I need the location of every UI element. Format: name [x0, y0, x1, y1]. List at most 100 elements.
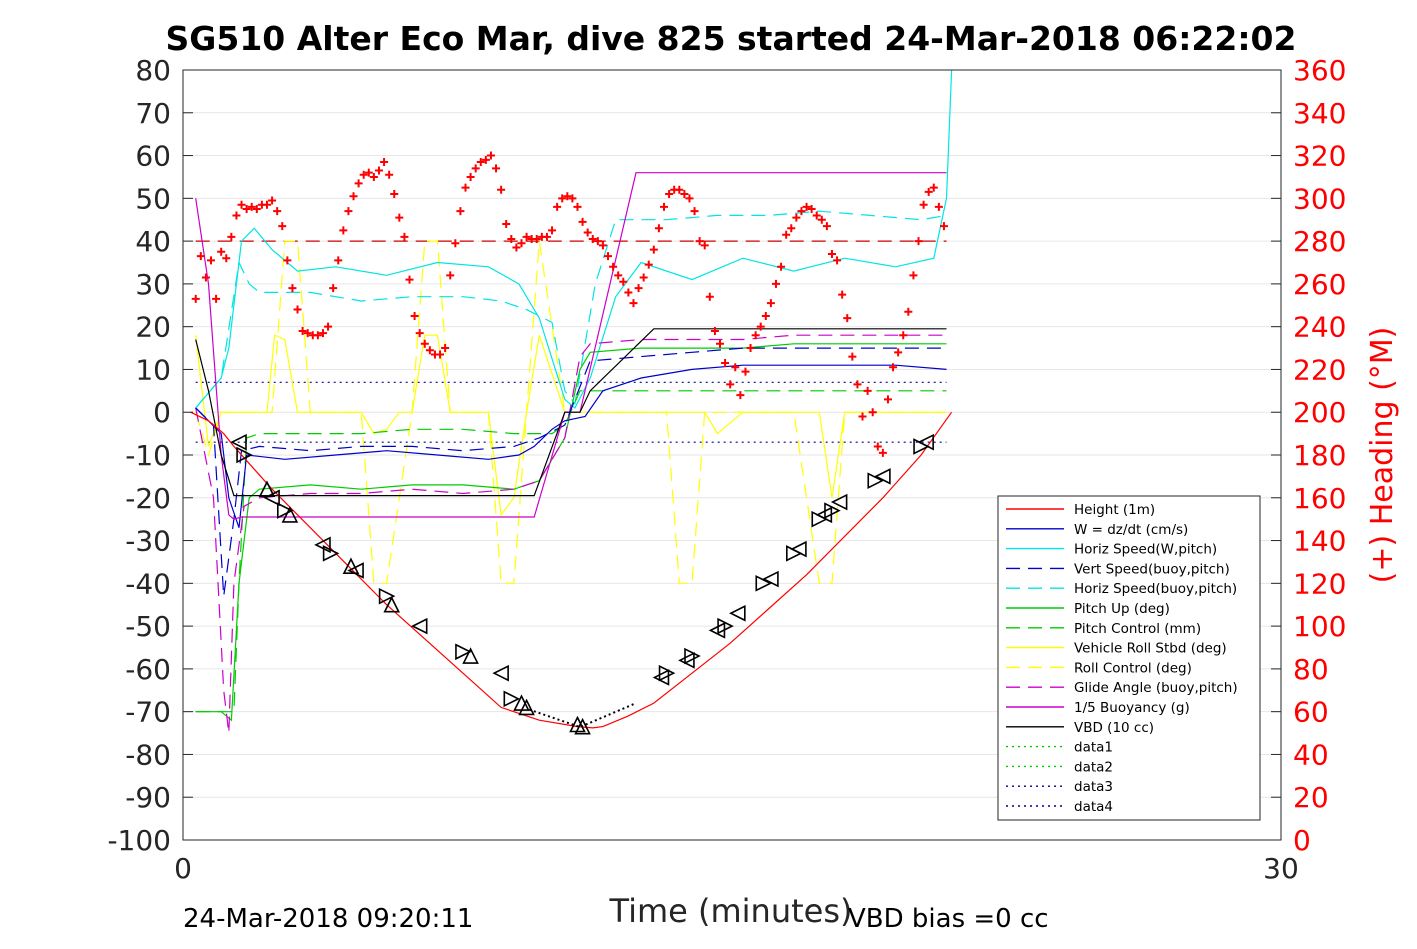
legend-label: Vehicle Roll Stbd (deg) [1074, 641, 1227, 657]
heading-point [919, 200, 928, 209]
heading-point [313, 331, 322, 340]
heading-point [736, 391, 745, 400]
heading-point [629, 299, 638, 308]
heading-point [212, 294, 221, 303]
y-tick-label: 20 [135, 311, 171, 344]
heading-point [716, 339, 725, 348]
heading-point [553, 202, 562, 211]
heading-point [324, 322, 333, 331]
heading-point [593, 237, 602, 246]
y-tick-label: -50 [125, 610, 171, 643]
heading-point [833, 256, 842, 265]
x-axis-label: Time (minutes) [609, 892, 853, 930]
heading-point [522, 232, 531, 241]
y2-tick-label: 320 [1293, 140, 1346, 173]
heading-point [359, 170, 368, 179]
heading-point [232, 211, 241, 220]
heading-point [705, 292, 714, 301]
heading-point [425, 346, 434, 355]
plot-frame [182, 69, 1282, 841]
heading-point [771, 279, 780, 288]
heading-point [369, 172, 378, 181]
y-tick-label: 30 [135, 268, 171, 301]
heading-point [726, 380, 735, 389]
heading-point [349, 192, 358, 201]
heading-point [318, 329, 327, 338]
legend-label: Pitch Control (mm) [1074, 621, 1201, 637]
heading-point [262, 200, 271, 209]
y2-tick-label: 80 [1293, 653, 1329, 686]
legend-label: Horiz Speed(W,pitch) [1074, 542, 1217, 558]
dive-marker [462, 647, 479, 664]
footer-vbd-bias: VBD bias =0 cc [848, 904, 1049, 934]
heading-point [303, 329, 312, 338]
heading-point [939, 222, 948, 231]
heading-point [278, 222, 287, 231]
heading-point [532, 234, 541, 243]
dive-marker [342, 557, 360, 575]
heading-point [654, 224, 663, 233]
heading-point [273, 207, 282, 216]
heading-point [873, 442, 882, 451]
legend-label: data3 [1074, 779, 1113, 795]
climb-marker [824, 502, 841, 519]
heading-point [196, 252, 205, 261]
heading-point [568, 194, 577, 203]
heading-point [894, 348, 903, 357]
heading-point [782, 230, 791, 239]
heading-point [420, 339, 429, 348]
heading-point [446, 271, 455, 280]
heading-point [334, 256, 343, 265]
heading-point [822, 222, 831, 231]
heading-point [883, 395, 892, 404]
heading-point [227, 232, 236, 241]
dive-marker [503, 690, 521, 708]
climb-marker [717, 617, 734, 635]
legend-label: Horiz Speed(buoy,pitch) [1074, 581, 1237, 597]
series-w-speed [195, 364, 947, 528]
x-tick-label: 30 [1263, 852, 1299, 885]
heading-point [934, 202, 943, 211]
heading-point [741, 367, 750, 376]
heading-point [451, 239, 460, 248]
heading-point [639, 273, 648, 282]
legend-label: data4 [1074, 799, 1113, 815]
heading-point [853, 380, 862, 389]
legend-label: data1 [1074, 740, 1113, 756]
climb-marker [917, 433, 934, 451]
heading-point [283, 256, 292, 265]
heading-point [675, 185, 684, 194]
y-tick-label: -70 [125, 696, 171, 729]
y2-axis-label: (+) Heading (°M) [1365, 327, 1400, 584]
heading-point [660, 202, 669, 211]
dive-marker [263, 489, 280, 507]
climb-marker [684, 647, 701, 665]
heading-point [914, 237, 923, 246]
heading-point [217, 247, 226, 256]
y2-tick-label: 140 [1293, 525, 1346, 558]
heading-point [680, 190, 689, 199]
legend-label: Glide Angle (buoy,pitch) [1074, 680, 1238, 696]
series-buoyancy [195, 172, 947, 520]
series-pitch-control [195, 390, 947, 713]
y2-tick-label: 180 [1293, 439, 1346, 472]
heading-point [339, 226, 348, 235]
heading-point [843, 314, 852, 323]
heading-point [878, 448, 887, 457]
heading-point [344, 207, 353, 216]
heading-point [889, 363, 898, 372]
heading-point [415, 329, 424, 338]
heading-point [410, 311, 419, 320]
dive-marker [281, 506, 299, 523]
heading-point [476, 157, 485, 166]
heading-point [817, 215, 826, 224]
y-tick-label: -90 [125, 781, 171, 814]
heading-point [395, 213, 404, 222]
heading-point [364, 168, 373, 177]
dive-marker [410, 617, 428, 635]
heading-point [731, 363, 740, 372]
heading-point [563, 192, 572, 201]
heading-point [456, 207, 465, 216]
heading-point [868, 408, 877, 417]
heading-point [400, 232, 409, 241]
